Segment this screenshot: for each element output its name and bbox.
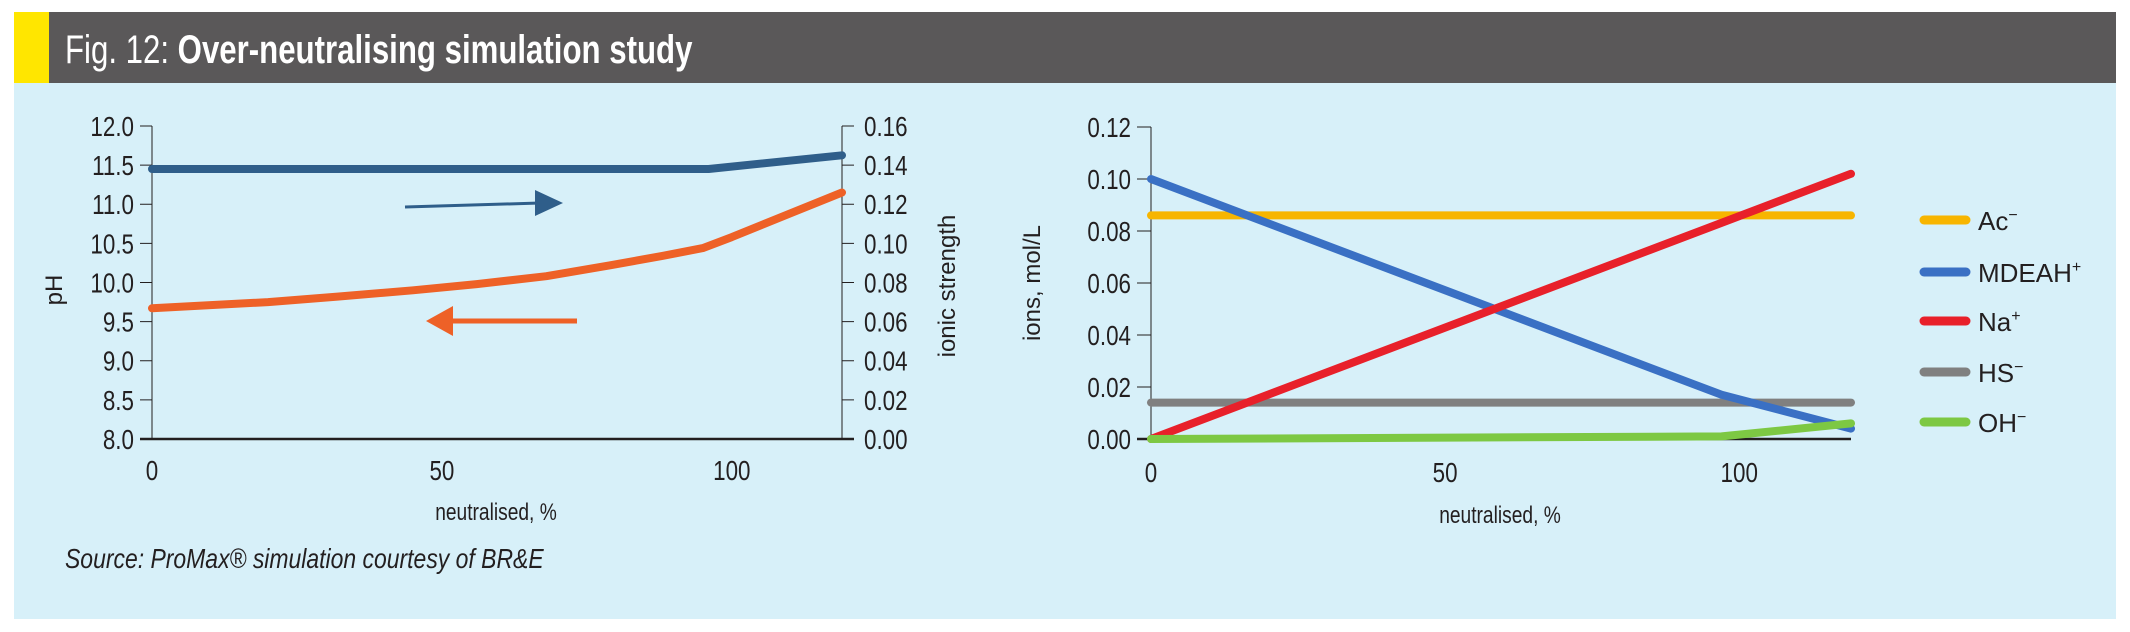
x-tick-label: 0 (1145, 458, 1157, 489)
legend-ion-charge: − (2017, 409, 2026, 426)
series-line-mdeah (1147, 175, 1855, 433)
right-y-tick-label: 0.10 (864, 229, 908, 260)
left-y-tick-label: 12.0 (90, 112, 134, 143)
right-y-tick-label: 0.04 (864, 346, 908, 377)
y-tick-label: 0.10 (1087, 165, 1131, 196)
ions-concentration-chart: 0.00 0.02 0.04 0.06 0.08 0.10 0.12 0 50 100 neutra… (1019, 113, 2081, 529)
x-tick-label: 50 (429, 456, 454, 487)
right-y-tick-label: 0.06 (864, 307, 908, 338)
x-tick-label: 0 (146, 456, 158, 487)
arrow-right-icon (404, 201, 541, 209)
legend-ion-charge: + (2072, 259, 2081, 276)
arrow-right-head-icon (535, 190, 563, 216)
left-y-tick-label: 11.5 (92, 151, 134, 182)
y-tick-label: 0.06 (1087, 269, 1131, 300)
legend-label-ac: Ac− (1978, 206, 2018, 236)
legend-ion-name: HS (1978, 358, 2014, 388)
y-tick-label: 0.02 (1087, 373, 1131, 404)
legend-ion-name: OH (1978, 408, 2017, 438)
arrow-left-head-icon (426, 306, 453, 336)
header-bar (49, 12, 2116, 83)
figure-title: Fig. 12: Over-neutralising simulation st… (65, 27, 692, 72)
legend-label-mdeah: MDEAH+ (1978, 258, 2081, 288)
x-tick-label: 100 (713, 456, 750, 487)
x-tick-label: 100 (1721, 458, 1758, 489)
x-axis-label: neutralised, % (435, 498, 557, 526)
series-line-oh (1147, 419, 1855, 443)
figure-number: Fig. 12: (65, 27, 169, 72)
legend-label-oh: OH− (1978, 408, 2026, 438)
ph-ionic-strength-chart: 8.0 8.5 9.0 9.5 10.0 10.5 11.0 11.5 12.0 0.00 0.02… (41, 112, 961, 526)
series-line-ph (148, 188, 846, 313)
right-y-tick-label: 0.16 (864, 112, 908, 143)
legend-label-hs: HS− (1978, 358, 2023, 388)
right-y-tick-label: 0.12 (864, 190, 908, 221)
right-y-tick-label: 0.08 (864, 268, 908, 299)
legend-ion-name: Na (1978, 307, 2012, 337)
left-y-tick-label: 11.0 (92, 190, 134, 221)
left-y-axis-label: pH (41, 275, 68, 306)
series-line-na (1147, 169, 1855, 443)
legend-ion-name: MDEAH (1978, 258, 2072, 288)
y-tick-label: 0.00 (1087, 425, 1131, 456)
left-y-tick-label: 9.0 (103, 346, 134, 377)
y-tick-label: 0.08 (1087, 217, 1131, 248)
header-accent-bar (14, 12, 49, 83)
y-tick-label: 0.04 (1087, 321, 1131, 352)
x-axis-label: neutralised, % (1439, 501, 1561, 529)
legend-label-na: Na+ (1978, 307, 2021, 337)
figure-title-text: Over-neutralising simulation study (178, 27, 693, 72)
left-y-tick-label: 8.5 (103, 386, 134, 417)
left-y-tick-label: 9.5 (103, 307, 134, 338)
left-y-tick-label: 8.0 (103, 425, 134, 456)
right-y-tick-label: 0.00 (864, 425, 908, 456)
legend-ion-name: Ac (1978, 206, 2008, 236)
right-y-tick-label: 0.02 (864, 386, 908, 417)
source-note: Source: ProMax® simulation courtesy of B… (65, 544, 544, 575)
x-tick-label: 50 (1433, 458, 1458, 489)
legend-ion-charge: + (2011, 308, 2020, 325)
right-y-tick-label: 0.14 (864, 151, 908, 182)
y-axis-label: ions, mol/L (1019, 225, 1046, 341)
legend-ion-charge: − (2014, 359, 2023, 376)
legend-ion-charge: − (2008, 207, 2017, 224)
right-y-axis-label: ionic strength (934, 215, 961, 358)
left-y-tick-label: 10.5 (90, 229, 134, 260)
panel-background (14, 83, 2116, 619)
series-line-ionic-strength (148, 151, 846, 173)
left-y-tick-label: 10.0 (90, 268, 134, 299)
y-tick-label: 0.12 (1087, 113, 1131, 144)
